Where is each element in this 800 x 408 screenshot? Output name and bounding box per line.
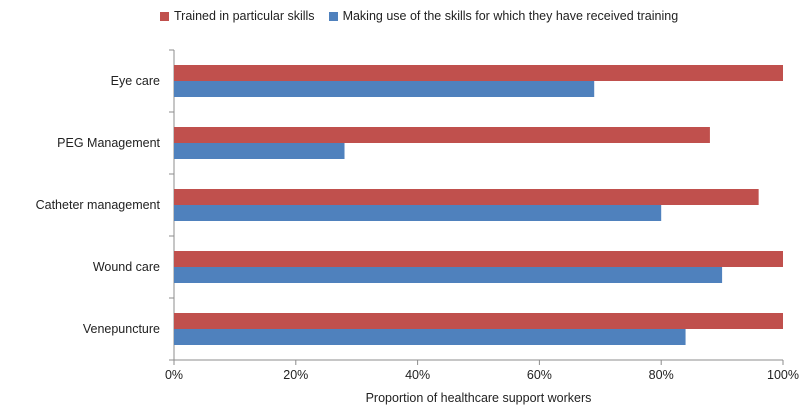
bar-trained	[174, 127, 710, 143]
x-tick-label: 40%	[405, 368, 430, 382]
legend-item-trained: Trained in particular skills	[160, 9, 315, 23]
y-tick-label: Venepuncture	[83, 322, 160, 336]
bar-trained	[174, 313, 783, 329]
y-tick-label: Wound care	[93, 260, 160, 274]
legend-label-trained: Trained in particular skills	[174, 9, 315, 23]
y-tick-label: Catheter management	[36, 198, 161, 212]
x-tick-label: 100%	[767, 368, 799, 382]
legend-item-using: Making use of the skills for which they …	[328, 9, 679, 23]
y-tick-label: Eye care	[111, 74, 160, 88]
legend-label-using: Making use of the skills for which they …	[342, 9, 679, 23]
bar-using	[174, 81, 595, 97]
bar-trained	[174, 251, 783, 267]
bar-trained	[174, 189, 759, 205]
legend: Trained in particular skills Making use …	[160, 9, 692, 23]
x-tick-label: 0%	[165, 368, 183, 382]
bar-using	[174, 329, 686, 345]
legend-swatch-using	[328, 11, 338, 21]
x-tick-label: 80%	[649, 368, 674, 382]
labels: 0% 20% 40% 60% 80% 100% Eye care PEG Management…	[36, 74, 799, 382]
y-tick-label: PEG Management	[57, 136, 160, 150]
bar-using	[174, 267, 723, 283]
bars	[174, 65, 783, 345]
x-axis-title: Proportion of healthcare support workers	[366, 391, 592, 405]
bar-trained	[174, 65, 783, 81]
bar-using	[174, 143, 345, 159]
bar-using	[174, 205, 662, 221]
legend-swatch-trained	[160, 11, 169, 21]
x-tick-label: 20%	[283, 368, 308, 382]
x-tick-label: 60%	[527, 368, 552, 382]
